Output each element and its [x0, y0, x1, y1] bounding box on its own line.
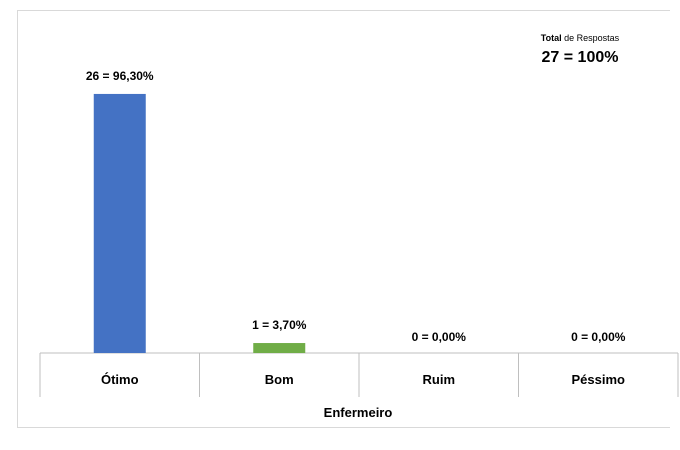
category-labels: Ótimo Bom Ruim Péssimo [101, 372, 625, 387]
data-label-0: 26 = 96,30% [86, 69, 154, 83]
data-label-2: 0 = 0,00% [412, 330, 467, 344]
bars [93, 93, 306, 354]
total-label-rest: de Respostas [561, 33, 620, 43]
category-label-3: Péssimo [572, 372, 626, 387]
bar-1 [253, 343, 306, 353]
data-label-1: 1 = 3,70% [252, 318, 307, 332]
x-axis-title: Enfermeiro [324, 405, 393, 420]
category-label-1: Bom [265, 372, 294, 387]
data-label-3: 0 = 0,00% [571, 330, 626, 344]
total-value: 27 = 100% [541, 49, 619, 66]
data-labels: 26 = 96,30% 1 = 3,70% 0 = 0,00% 0 = 0,00% [86, 69, 626, 344]
axes [39, 352, 679, 397]
category-label-0: Ótimo [101, 372, 139, 387]
category-label-2: Ruim [423, 372, 456, 387]
bar-0 [93, 93, 146, 354]
total-label-bold: Total [540, 33, 562, 43]
total-label: Total de Respostas [500, 32, 660, 44]
total-responses: Total de Respostas 27 = 100% [500, 32, 660, 67]
